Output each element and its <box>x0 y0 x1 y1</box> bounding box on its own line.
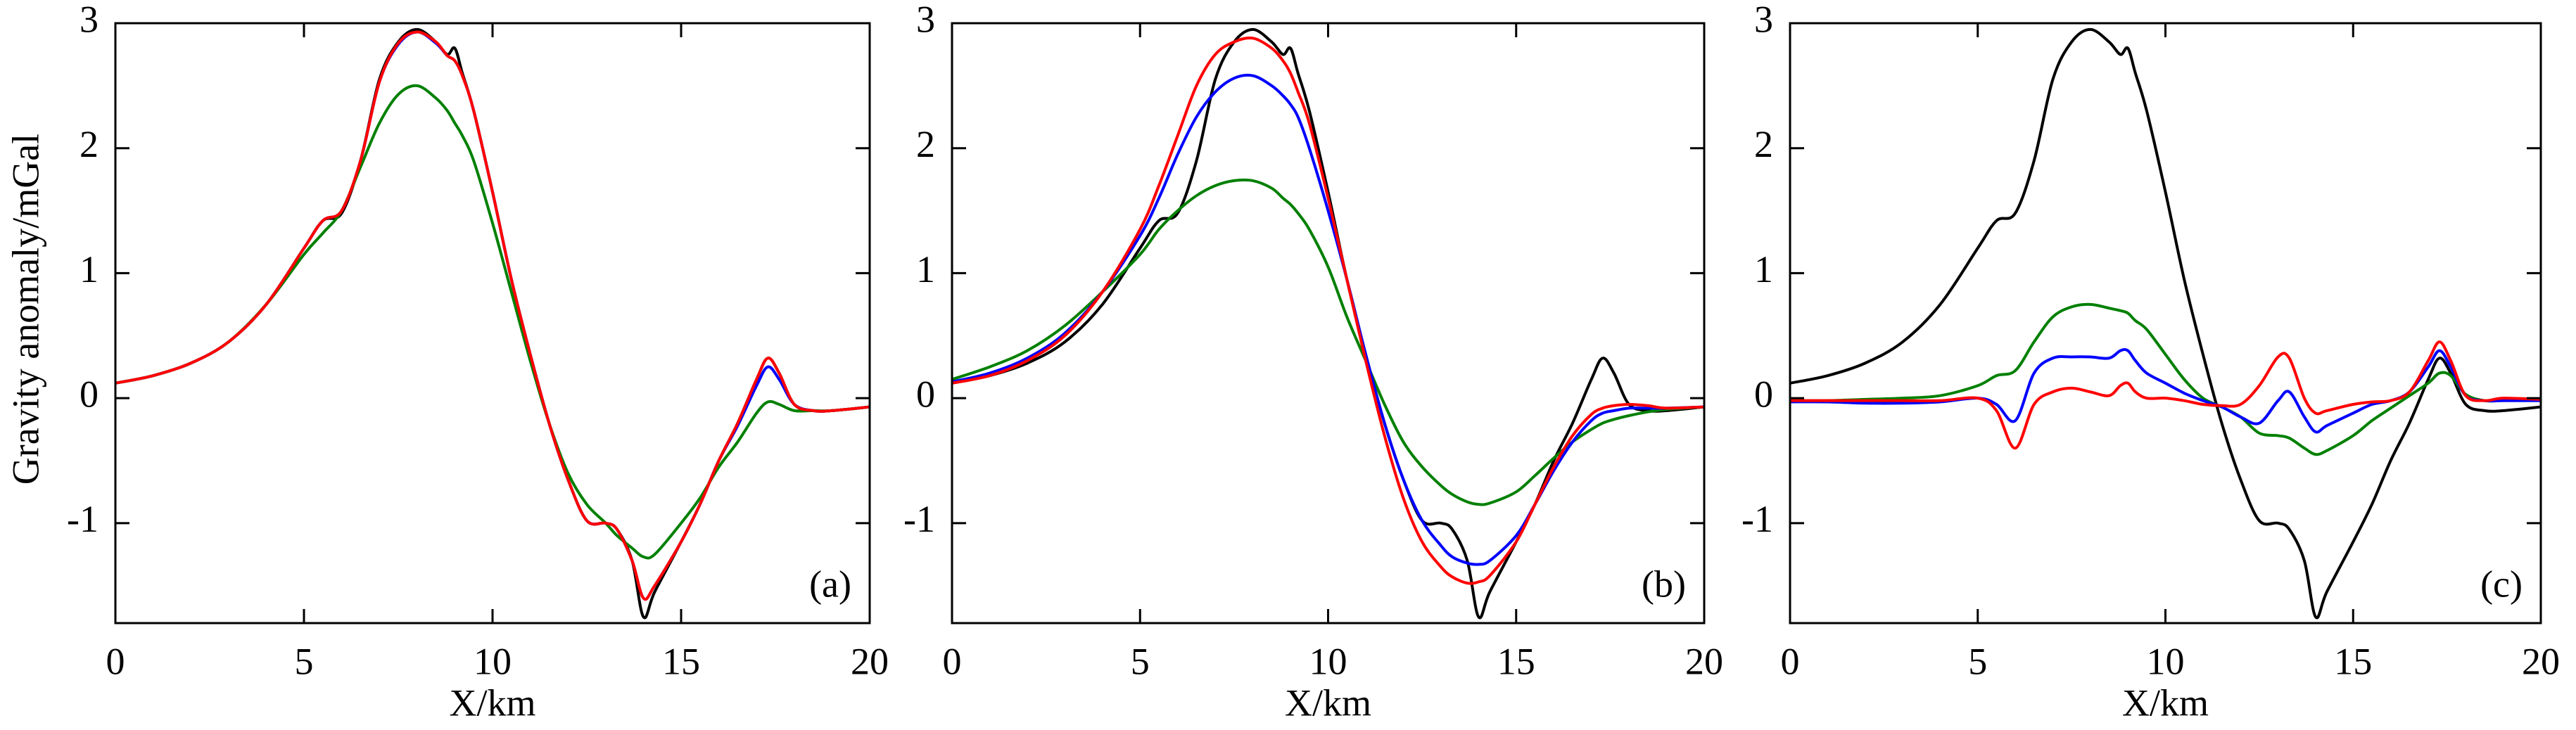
x-axis-label: X/km <box>2122 681 2209 724</box>
panel-label: (c) <box>2480 563 2523 605</box>
y-tick-label: 0 <box>916 373 935 416</box>
y-axis-label: Gravity anomaly/mGal <box>4 134 46 485</box>
y-tick-label: 0 <box>80 373 99 416</box>
data-line <box>1790 27 2541 620</box>
x-tick-label: 10 <box>1309 640 1347 682</box>
x-axis-label: X/km <box>1285 681 1371 724</box>
panel: 0 5 10 15 20 -1 0 1 2 3 X/km (c) <box>1741 0 2560 724</box>
x-tick-label: 5 <box>1968 640 1987 682</box>
x-tick-label: 20 <box>851 640 889 682</box>
data-line <box>115 84 870 560</box>
data-line <box>1790 348 2541 434</box>
x-tick-label: 0 <box>943 640 962 682</box>
x-axis-label: X/km <box>449 681 535 724</box>
data-line <box>1790 340 2541 450</box>
x-tick-label: 20 <box>2522 640 2560 682</box>
x-tick-label: 0 <box>1781 640 1800 682</box>
panel-label: (a) <box>809 563 851 605</box>
x-tick-label: 15 <box>1497 640 1535 682</box>
y-tick-label: 3 <box>1754 0 1773 40</box>
y-tick-label: 2 <box>1754 123 1773 165</box>
y-tick-label: 3 <box>916 0 935 40</box>
data-line <box>115 30 870 601</box>
panel: 0 5 10 15 20 -1 0 1 2 3 X/km (b) <box>903 0 1723 724</box>
data-line <box>952 36 1704 585</box>
panel-label: (b) <box>1642 563 1686 605</box>
data-line <box>952 27 1704 620</box>
y-tick-label: 1 <box>1754 248 1773 290</box>
x-tick-label: 10 <box>2147 640 2185 682</box>
plot-frame <box>114 22 871 625</box>
y-tick-label: -1 <box>67 498 99 540</box>
y-tick-label: 2 <box>80 123 99 165</box>
x-tick-label: 0 <box>106 640 125 682</box>
x-tick-label: 20 <box>1685 640 1723 682</box>
x-tick-label: 5 <box>1131 640 1150 682</box>
x-tick-label: 10 <box>474 640 512 682</box>
plot-lines <box>115 27 870 620</box>
plot-frame <box>1789 22 2542 625</box>
y-tick-label: -1 <box>1741 498 1773 540</box>
y-tick-label: 1 <box>916 248 935 290</box>
plot-frame <box>951 22 1706 625</box>
y-tick-label: 1 <box>80 248 99 290</box>
data-line <box>1790 302 2541 456</box>
y-tick-label: -1 <box>903 498 935 540</box>
x-tick-label: 15 <box>2334 640 2372 682</box>
data-line <box>115 27 870 620</box>
y-tick-label: 3 <box>80 0 99 40</box>
data-line <box>952 73 1704 566</box>
y-tick-label: 0 <box>1754 373 1773 416</box>
plot-lines <box>952 27 1704 620</box>
plot-lines <box>1790 27 2541 620</box>
y-tick-label: 2 <box>916 123 935 165</box>
data-line <box>115 30 870 601</box>
panel: 0 5 10 15 20 -1 0 1 2 3 X/km Gravity anomaly/mGal (a… <box>4 0 889 724</box>
x-tick-label: 5 <box>295 640 314 682</box>
x-tick-label: 15 <box>662 640 700 682</box>
